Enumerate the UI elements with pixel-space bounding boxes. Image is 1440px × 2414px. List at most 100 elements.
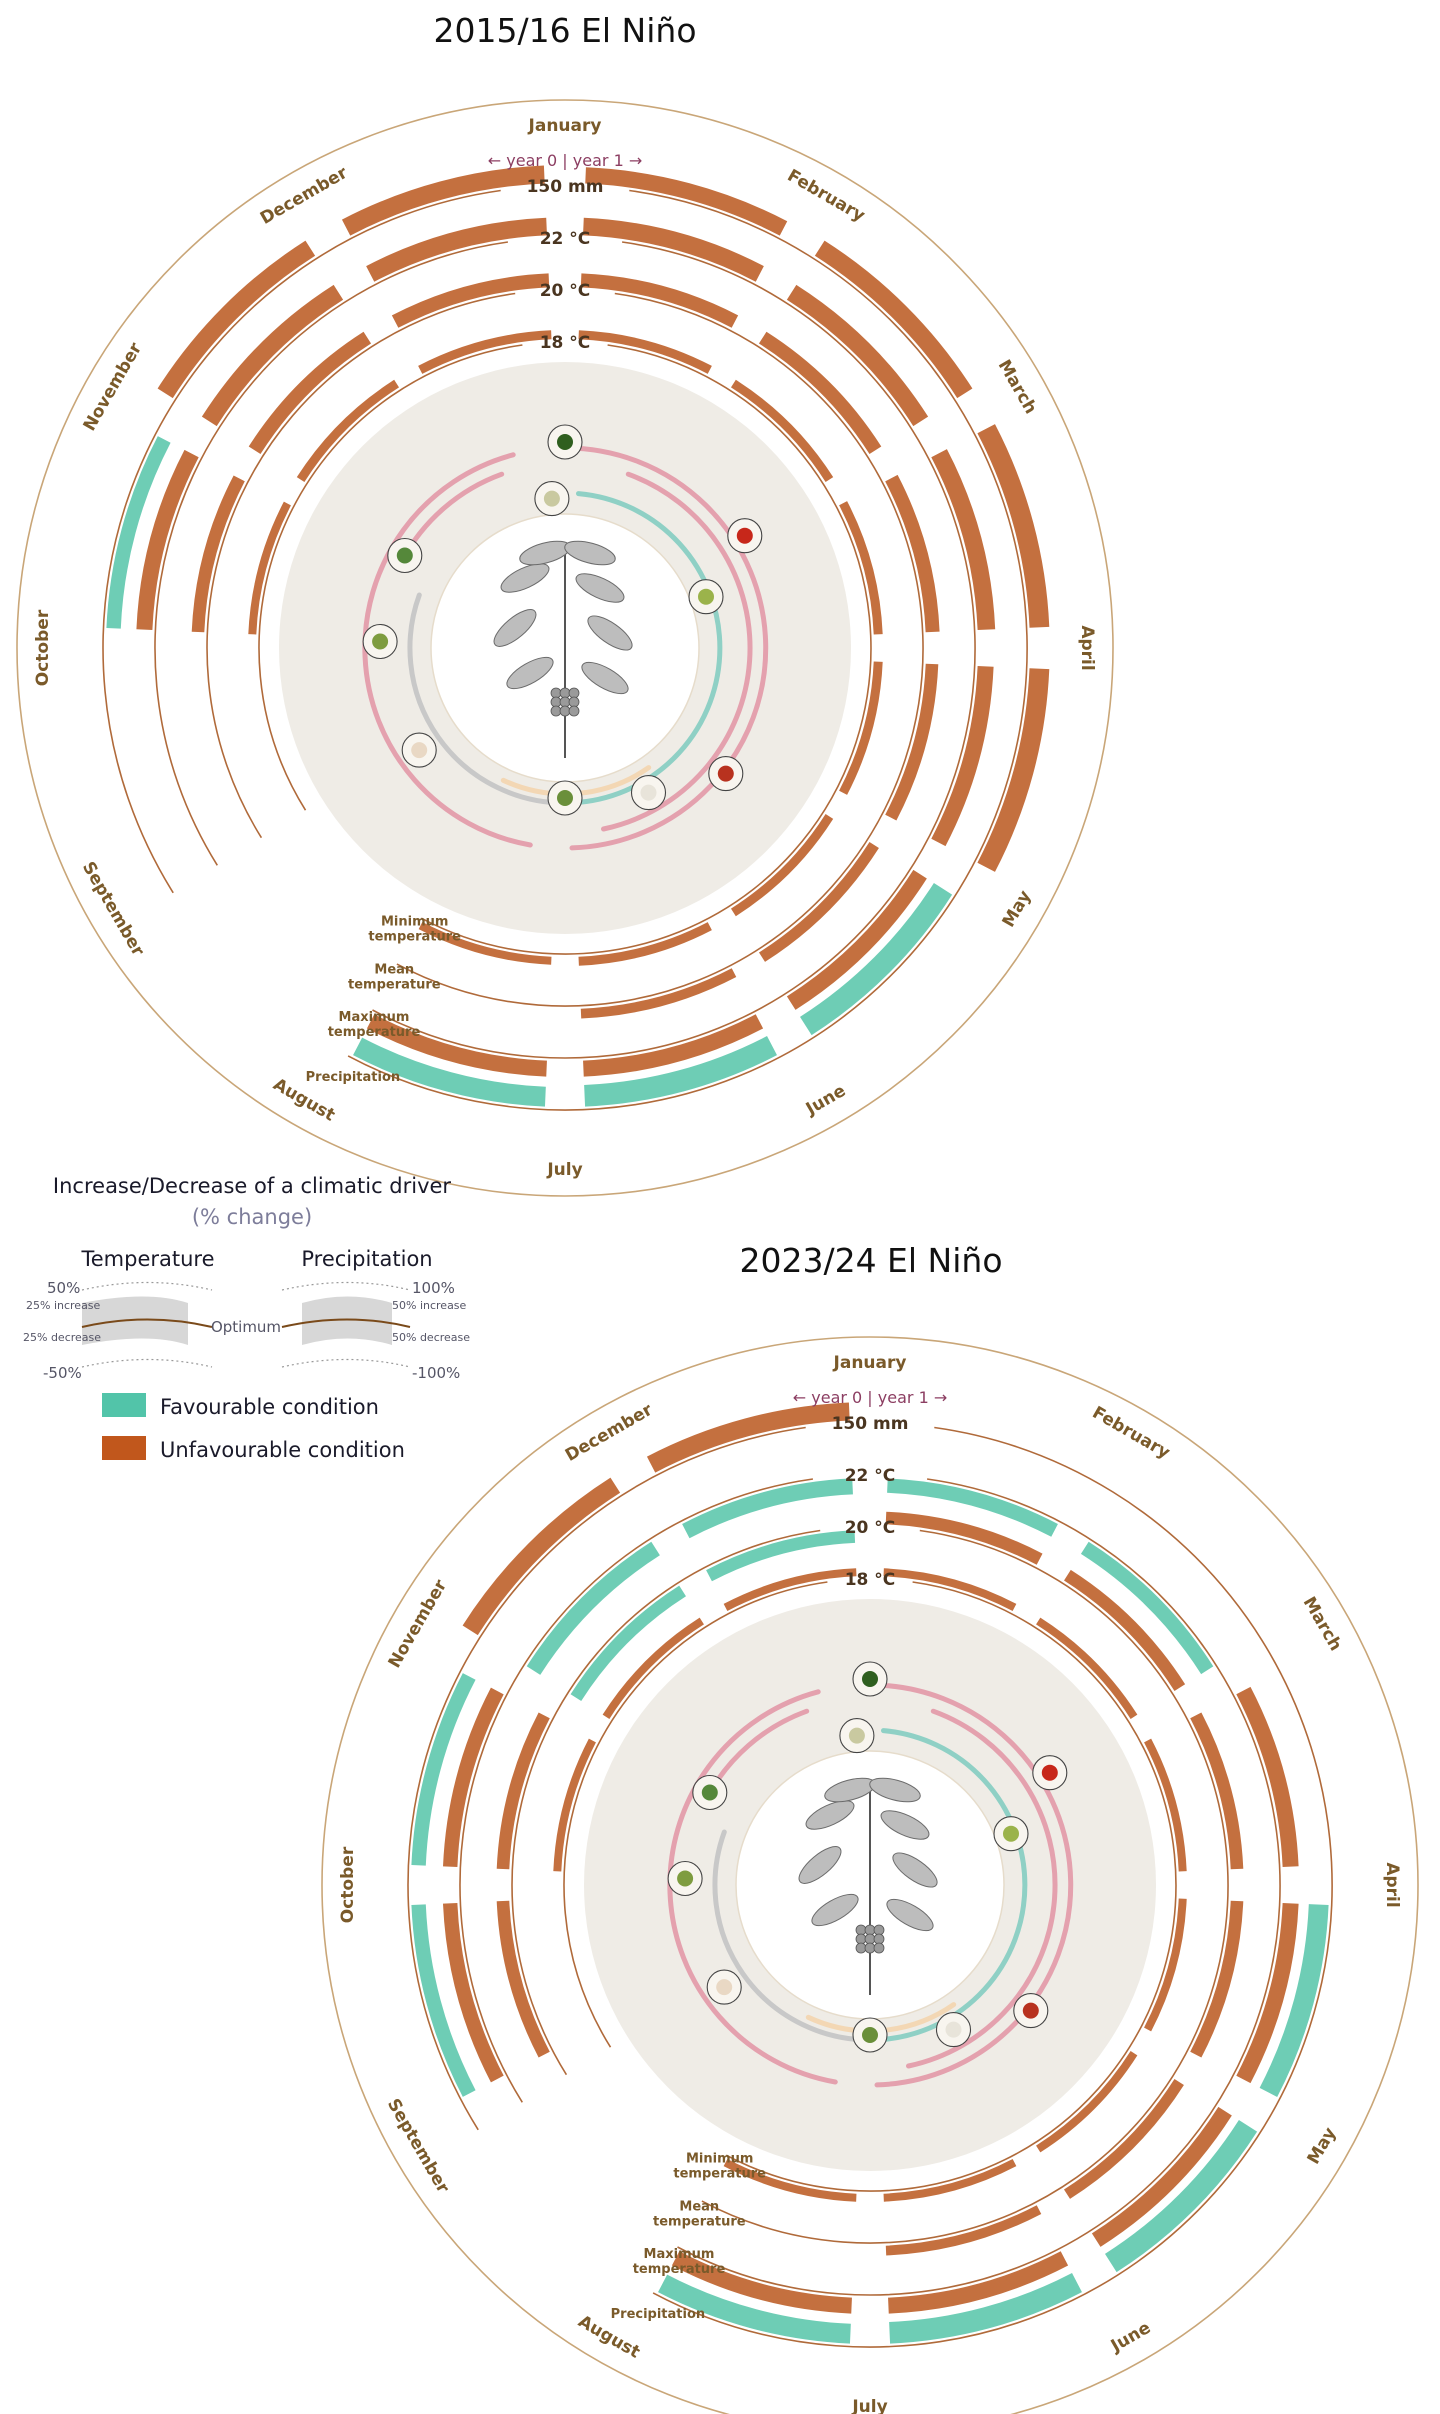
- month-label-may: May: [1304, 2124, 1341, 2168]
- cherry-ripe-icon-fill: [717, 765, 734, 782]
- bar-mean-may: [758, 841, 879, 962]
- month-label-november: November: [80, 339, 147, 435]
- root-icon-fill: [640, 784, 657, 801]
- legend-temp-optimum-line: [81, 1318, 213, 1328]
- optimum-line-precip: [102, 189, 501, 894]
- legend-precip-bottom: -100%: [412, 1364, 460, 1382]
- phenology-arc-grey: [407, 592, 568, 806]
- optimum-line-mean: [701, 1529, 1229, 2244]
- bar-precip-jul: [353, 1037, 546, 1107]
- bar-min-jan: [883, 1568, 1017, 1611]
- phenology-arc-grey: [712, 1829, 873, 2043]
- frame-circle: [16, 99, 1114, 1197]
- phenology-arc-pink: [362, 452, 533, 848]
- bar-min-apr: [1144, 1898, 1187, 2032]
- legend-temp-bottom: -50%: [43, 1364, 82, 1382]
- ring-label-precipitation: 150 mm: [832, 1414, 909, 1434]
- legend-precip-top: 100%: [412, 1279, 455, 1297]
- bar-precip-jan: [585, 167, 788, 236]
- year-marker: ← year 0 | year 1 →: [488, 151, 642, 170]
- month-label-january: January: [833, 1353, 907, 1373]
- bar-precip-sep: [411, 1904, 476, 2097]
- month-label-november: November: [385, 1576, 452, 1672]
- ring-label-min_temp: 18 °C: [845, 1570, 896, 1590]
- variable-label-mean: Mean temperature: [348, 962, 441, 992]
- bar-mean-jan: [580, 273, 739, 328]
- optimum-line-precip: [347, 189, 1028, 1111]
- coffee-plant-icon: [493, 540, 633, 758]
- flower-bud-icon-fill: [1003, 1825, 1019, 1842]
- legend-precip-decrease: 50% decrease: [392, 1331, 470, 1344]
- month-label-february: February: [784, 166, 869, 226]
- bar-min-jul: [418, 922, 552, 965]
- legend-temp-bottom-guide: [81, 1358, 213, 1368]
- bar-max-jul: [671, 2251, 852, 2314]
- bar-mean-oct: [191, 475, 245, 633]
- pinhead-icon-fill: [677, 1870, 694, 1887]
- optimum-line-max: [372, 241, 976, 1059]
- bar-precip-oct: [106, 436, 171, 629]
- seedling-icon-fill: [557, 790, 573, 806]
- optimum-line-min: [725, 1581, 1177, 2192]
- ring-label-mean_temp: 20 °C: [845, 1518, 896, 1538]
- optimum-line-max: [677, 1478, 1281, 2296]
- bar-max-mar: [1236, 1686, 1299, 1867]
- legend-temp-top: 50%: [47, 1279, 80, 1297]
- bar-precip-apr: [977, 668, 1050, 872]
- cherry-red-icon-fill: [736, 527, 753, 544]
- legend-precip-band: [302, 1296, 392, 1345]
- bar-min-may: [1036, 2051, 1138, 2153]
- phenology-arc-pink: [562, 445, 769, 851]
- bar-mean-dec: [706, 1530, 856, 1582]
- bar-mean-feb: [758, 331, 882, 455]
- radial-chart-2023: 150 mm 22 °C 20 °C 18 °C ← year 0 | year 1 →…: [321, 1336, 1419, 2414]
- bar-mean-mar: [885, 474, 940, 633]
- radial-chart-2015: 150 mm 22 °C 20 °C 18 °C ← year 0 | year 1 →…: [16, 99, 1114, 1197]
- optimum-line-mean: [511, 1529, 821, 2076]
- month-label-may: May: [999, 887, 1036, 931]
- bar-mean-nov: [248, 331, 372, 455]
- bar-min-jun: [578, 922, 712, 966]
- bar-max-jan: [583, 217, 764, 282]
- bar-precip-jun: [584, 1036, 777, 1107]
- legend-subtitle: (% change): [192, 1205, 312, 1229]
- bar-min-dec: [418, 330, 552, 374]
- month-label-april: April: [1077, 625, 1097, 670]
- legend-temperature-heading: Temperature: [80, 1247, 214, 1271]
- bar-mean-sep: [496, 1900, 550, 2058]
- bar-mean-feb: [1064, 1569, 1186, 1691]
- cherry-ripe-icon-fill: [1022, 2002, 1039, 2019]
- legend-favourable-label: Favourable condition: [160, 1395, 379, 1419]
- optimum-line-precip: [652, 1426, 1333, 2348]
- optimum-line-max: [154, 241, 509, 866]
- phenology-arc-pink: [601, 471, 753, 832]
- variable-label-mean: Mean temperature: [653, 2199, 746, 2229]
- phenology-arc-pink: [667, 1689, 838, 2085]
- bar-max-jul: [366, 1014, 547, 1077]
- bar-precip-feb: [814, 240, 973, 399]
- bar-min-mar: [839, 501, 883, 635]
- bar-mean-may: [1063, 2078, 1184, 2199]
- month-label-july: July: [546, 1160, 582, 1180]
- optimum-line-mean: [396, 292, 924, 1007]
- bar-mean-apr: [1190, 1900, 1244, 2058]
- bar-max-apr: [931, 666, 994, 847]
- ring-label-min_temp: 18 °C: [540, 333, 591, 353]
- coffee-plant-icon: [798, 1777, 938, 1995]
- cherry-green-icon-fill: [557, 434, 573, 450]
- variable-label-precipitation: Precipitation: [611, 2307, 706, 2322]
- legend-precip-optimum-line: [281, 1318, 411, 1328]
- cherry-green-icon-fill: [862, 1671, 878, 1687]
- variable-label-minimum: Minimum temperature: [368, 915, 461, 945]
- month-label-july: July: [851, 2397, 887, 2414]
- bar-min-nov: [602, 1617, 704, 1719]
- legend-temp-decrease: 25% decrease: [23, 1331, 101, 1344]
- bar-max-dec: [366, 217, 547, 282]
- sprout-icon-fill: [543, 490, 560, 507]
- month-label-april: April: [1382, 1862, 1402, 1907]
- bar-mean-apr: [885, 663, 939, 821]
- bar-max-feb: [1080, 1541, 1214, 1675]
- bar-precip-nov: [157, 240, 316, 399]
- bar-min-oct: [248, 501, 291, 635]
